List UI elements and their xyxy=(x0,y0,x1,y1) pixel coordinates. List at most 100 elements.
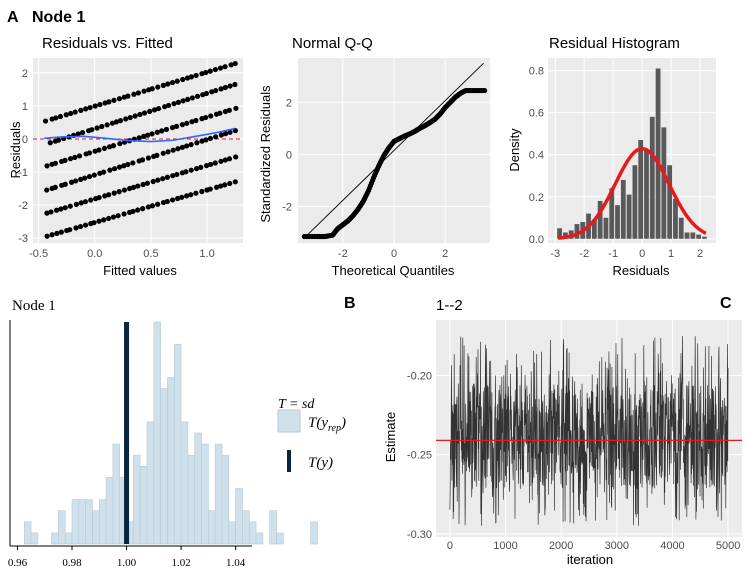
resid-hist-ytick: 0.4 xyxy=(529,150,544,162)
resid-fitted-point xyxy=(212,66,219,73)
ppc-xtick: 0.96 xyxy=(8,557,28,569)
resid-hist-ylabel: Density xyxy=(507,128,522,172)
ppc-bar xyxy=(133,454,141,545)
resid-fitted-point xyxy=(179,122,185,128)
resid-fitted-point xyxy=(171,101,177,107)
resid-fitted-title: Residuals vs. Fitted xyxy=(42,35,173,52)
resid-fitted-point xyxy=(227,83,233,89)
trace-xtick: 1000 xyxy=(493,540,517,552)
resid-fitted-point xyxy=(135,207,141,213)
resid-fitted-point xyxy=(193,190,199,196)
resid-fitted-point xyxy=(179,194,185,200)
resid-fitted-point xyxy=(121,163,127,169)
resid-fitted-ytick: 1 xyxy=(22,101,28,113)
trace-xtick: 5000 xyxy=(716,540,740,552)
resid-fitted-point xyxy=(137,111,143,118)
resid-hist-bar xyxy=(638,139,644,239)
ppc-bar xyxy=(221,454,230,545)
ppc-bar xyxy=(112,443,121,545)
resid-fitted-point xyxy=(207,161,214,168)
resid-fitted-point xyxy=(125,93,131,99)
resid-fitted-point xyxy=(111,166,118,172)
resid-fitted-point xyxy=(130,208,136,215)
resid-hist-bar xyxy=(644,150,649,239)
resid-fitted-point xyxy=(199,188,205,195)
resid-fitted-point xyxy=(62,205,68,211)
resid-fitted-point xyxy=(117,118,124,124)
resid-fitted-point xyxy=(126,185,133,192)
ppc-bar xyxy=(310,521,318,545)
resid-fitted-point xyxy=(163,126,170,133)
ppc-bar xyxy=(58,510,66,545)
resid-fitted-point xyxy=(111,97,117,103)
resid-fitted-point xyxy=(207,68,213,74)
ppc-bar xyxy=(98,499,107,545)
resid-fitted-point xyxy=(203,137,209,143)
resid-fitted-point xyxy=(58,229,64,235)
resid-fitted-point xyxy=(160,176,166,182)
ppc-bar xyxy=(194,432,202,545)
resid-fitted-point xyxy=(82,222,89,228)
resid-fitted-point xyxy=(78,200,84,206)
resid-fitted-point xyxy=(145,155,152,161)
ppc-bar xyxy=(92,510,100,545)
qq-reference-line xyxy=(304,62,484,239)
resid-fitted-point xyxy=(218,183,224,189)
resid-fitted-point xyxy=(185,96,191,103)
ppc-xtick: 1.04 xyxy=(226,557,246,569)
resid-fitted-point xyxy=(135,90,141,96)
resid-hist-xtick: 2 xyxy=(697,248,703,260)
resid-fitted-point xyxy=(73,225,79,231)
resid-fitted-point xyxy=(55,137,62,143)
resid-hist-panel xyxy=(548,58,716,243)
qq-xtick: 2 xyxy=(442,248,448,260)
resid-fitted-point xyxy=(116,164,123,170)
resid-fitted-point xyxy=(150,178,156,185)
ppc-bar xyxy=(23,521,32,545)
panel-letter-c: C xyxy=(720,295,732,312)
resid-fitted-point xyxy=(213,87,219,94)
resid-fitted-point xyxy=(154,152,160,158)
resid-fitted-point xyxy=(160,82,166,88)
qq-xtick: -2 xyxy=(338,248,348,260)
resid-hist-bar xyxy=(574,224,580,239)
resid-fitted-point xyxy=(189,119,195,125)
resid-fitted-point xyxy=(63,112,69,118)
resid-fitted-point xyxy=(96,147,102,153)
resid-fitted-point xyxy=(58,206,64,212)
ppc-bar xyxy=(201,443,209,545)
resid-fitted-point xyxy=(180,76,186,83)
resid-fitted-point xyxy=(47,140,53,146)
resid-fitted-point xyxy=(44,233,50,239)
resid-fitted-point xyxy=(155,84,161,90)
resid-hist-density-curve xyxy=(557,146,707,240)
resid-fitted-point xyxy=(109,120,115,126)
ppc-bar xyxy=(160,388,168,545)
resid-fitted-point xyxy=(132,113,138,119)
legend-obs-swatch xyxy=(287,450,291,472)
resid-fitted-point xyxy=(149,203,156,209)
resid-fitted-point xyxy=(94,125,100,131)
resid-fitted-point xyxy=(194,93,201,99)
resid-fitted-point xyxy=(184,193,190,199)
resid-fitted-point xyxy=(91,220,97,226)
resid-fitted-point xyxy=(83,106,89,112)
resid-fitted-point xyxy=(104,122,110,128)
resid-fitted-point xyxy=(222,64,228,70)
resid-fitted-point xyxy=(170,173,176,179)
ppc-bar xyxy=(78,499,86,545)
resid-fitted-point xyxy=(169,197,176,203)
resid-fitted-point xyxy=(75,131,81,137)
trace-ytick: -0.20 xyxy=(407,370,432,382)
resid-fitted-point xyxy=(170,147,176,153)
trace-ytick: -0.30 xyxy=(407,529,432,541)
resid-fitted-point xyxy=(44,163,50,169)
resid-fitted-point xyxy=(165,149,171,155)
resid-hist-xtick: -3 xyxy=(550,248,560,260)
ppc-xtick: 1.02 xyxy=(171,557,190,569)
resid-fitted-ytick: -1 xyxy=(18,167,28,179)
trace-xtick: 4000 xyxy=(660,540,684,552)
resid-fitted-point xyxy=(48,209,54,215)
resid-hist-bar xyxy=(702,236,707,239)
resid-fitted-point xyxy=(160,150,166,156)
